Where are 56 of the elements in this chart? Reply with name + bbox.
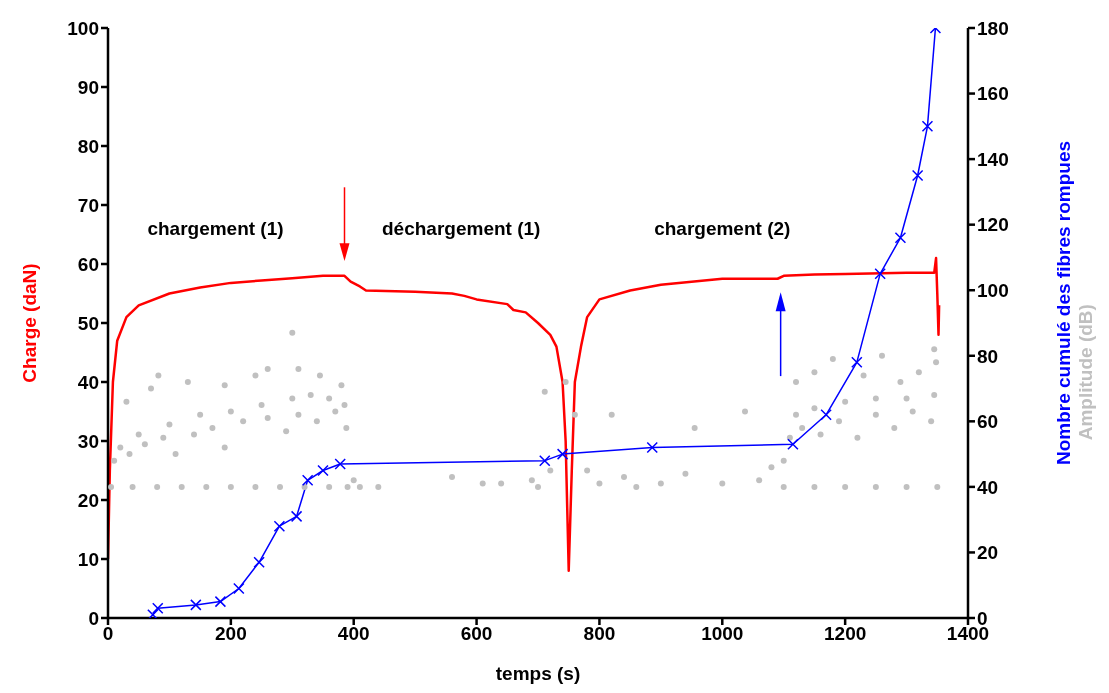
point xyxy=(253,556,265,569)
x-tick-label: 600 xyxy=(460,623,493,645)
point xyxy=(152,602,164,614)
y-tick-label: 70 xyxy=(77,194,99,216)
point xyxy=(646,441,659,454)
y-tick-label: 90 xyxy=(77,76,99,98)
x-tick-label: 800 xyxy=(583,623,616,645)
point xyxy=(894,232,907,244)
y2-tick-label: 120 xyxy=(977,214,1009,236)
line-series xyxy=(108,256,941,573)
y2-tick-label: 40 xyxy=(977,476,999,498)
y-tick-label: 80 xyxy=(77,135,99,157)
y-axis-title: Charge (daN) xyxy=(19,263,40,383)
point xyxy=(539,454,551,467)
y2-axis-title: Nombre cumulé des fibres rompues xyxy=(1053,140,1074,466)
annotation: déchargement (1) xyxy=(382,217,541,239)
y2-tick-label: 60 xyxy=(977,411,999,433)
point xyxy=(301,474,314,487)
y-tick-label: 0 xyxy=(88,607,99,629)
point xyxy=(921,120,934,133)
y2-tick-label: 100 xyxy=(977,279,1009,301)
point xyxy=(214,595,227,608)
y2-tick-label: 160 xyxy=(977,83,1009,105)
y-tick-label: 40 xyxy=(77,371,99,393)
y-tick-label: 60 xyxy=(77,253,99,275)
y2-tick-label: 80 xyxy=(977,345,999,367)
point xyxy=(233,582,245,595)
point xyxy=(273,520,286,532)
point xyxy=(851,356,863,369)
y-tick-label: 30 xyxy=(77,430,99,452)
point xyxy=(190,599,202,611)
y2-tick-label: 180 xyxy=(977,17,1009,39)
x-tick-label: 200 xyxy=(215,623,247,645)
x-axis-title: temps (s) xyxy=(495,663,581,684)
x-tick-label: 400 xyxy=(337,623,370,645)
point xyxy=(820,409,832,421)
point xyxy=(787,438,799,451)
point xyxy=(556,448,569,460)
x-tick-label: 1000 xyxy=(701,623,744,645)
text: Amplitude (dB) xyxy=(1075,304,1096,441)
y-tick-label: 20 xyxy=(77,489,99,511)
point xyxy=(874,268,886,280)
annotation: chargement (1) xyxy=(147,217,284,239)
y-tick-label: 10 xyxy=(77,548,99,570)
y2-tick-label: 140 xyxy=(977,148,1009,170)
point xyxy=(317,464,329,477)
y-tick-label: 50 xyxy=(77,312,99,334)
y2-tick-label: 20 xyxy=(977,542,999,564)
x-tick-label: 1200 xyxy=(824,623,867,645)
point xyxy=(290,510,303,523)
point xyxy=(334,458,346,470)
y-tick-label: 100 xyxy=(67,17,99,39)
point xyxy=(147,608,159,618)
annotation: chargement (2) xyxy=(654,217,791,239)
x-tick-label: 0 xyxy=(102,623,114,645)
point xyxy=(911,169,924,182)
